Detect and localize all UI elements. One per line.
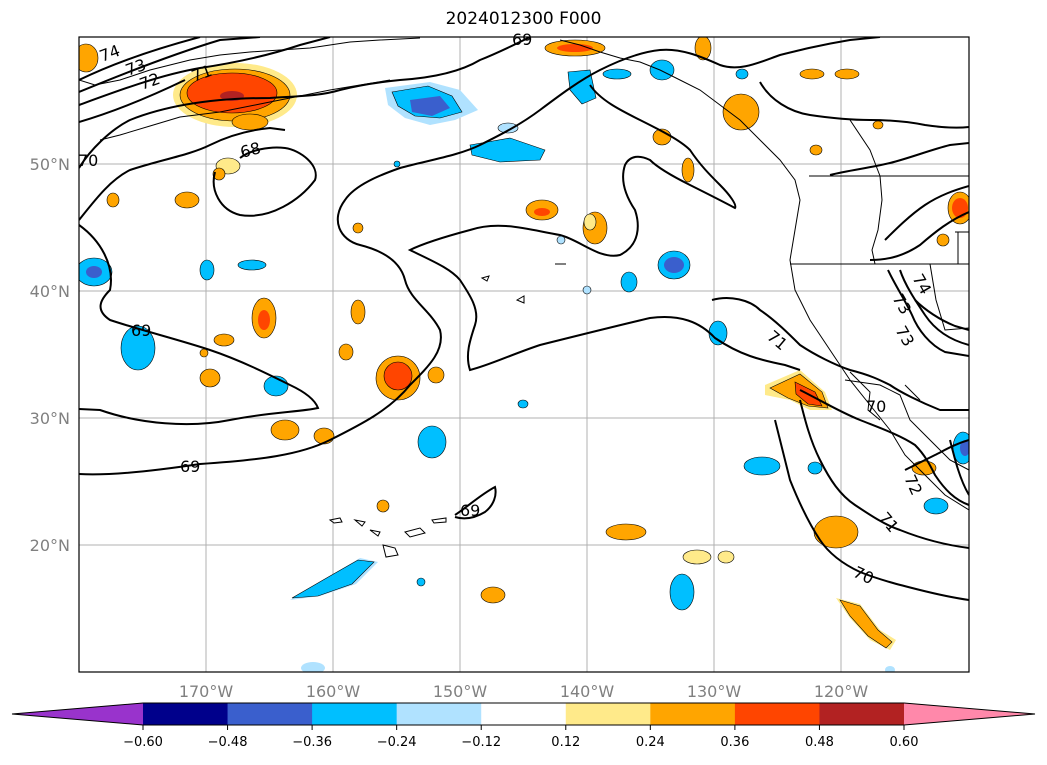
contour-label: 69 [512,30,532,49]
colorbar-cell [396,703,482,725]
map-frame [78,36,970,673]
lon-tick-label: 120°W [814,682,869,701]
contour-label: 69 [131,321,151,340]
map-background [79,37,969,672]
coastlines [79,37,969,511]
colorbar-tick-label: 0.12 [551,735,580,750]
height-contours [79,37,969,601]
lon-tick-label: 140°W [560,682,615,701]
colorbar: −0.60 −0.48 −0.36 −0.24 −0.12 0.12 0.24 0.36 0.4… [11,702,1036,750]
contour-label: 69 [180,457,200,476]
lat-tick-label: 30°N [30,409,70,428]
colorbar-tick-label: −0.12 [461,735,501,750]
lat-tick-label: 20°N [30,536,70,555]
colorbar-tick-label: −0.60 [123,735,163,750]
map-title: 2024012300 F000 [445,9,602,29]
lat-tick-label: 40°N [30,282,70,301]
contour-label: 68 [238,138,263,162]
colorbar-tick-label: 0.60 [890,735,919,750]
colorbar-cell [734,703,820,725]
colorbar-tick-label: 0.24 [636,735,665,750]
colorbar-tick-label: −0.48 [208,735,248,750]
colorbar-extend-high [904,703,1035,725]
colorbar-cell [143,703,229,725]
shaded-anomaly-field [79,37,969,672]
colorbar-cell [650,703,736,725]
lon-tick-label: 130°W [687,682,742,701]
colorbar-cell [227,703,313,725]
colorbar-tick-label: −0.24 [377,735,417,750]
hawaii-islands [328,263,566,558]
longitude-tick-labels: 170°W 160°W 150°W 140°W 130°W 120°W [179,682,869,701]
lon-tick-label: 160°W [306,682,361,701]
colorbar-cell [819,703,905,725]
colorbar-extend-low [12,703,143,725]
colorbar-tick-label: 0.36 [720,735,749,750]
lon-tick-label: 150°W [433,682,488,701]
colorbar-cell [312,703,398,725]
latitude-tick-labels: 50°N 40°N 30°N 20°N [30,155,70,555]
colorbar-tick-label: 0.48 [805,735,834,750]
colorbar-cell [565,703,651,725]
contour-label: 70 [866,397,886,416]
colorbar-cell [481,703,567,725]
colorbar-tick-label: −0.36 [292,735,332,750]
lat-tick-label: 50°N [30,155,70,174]
contour-label: 69 [460,501,480,520]
contour-label: 70 [78,151,98,170]
lon-tick-label: 170°W [179,682,234,701]
